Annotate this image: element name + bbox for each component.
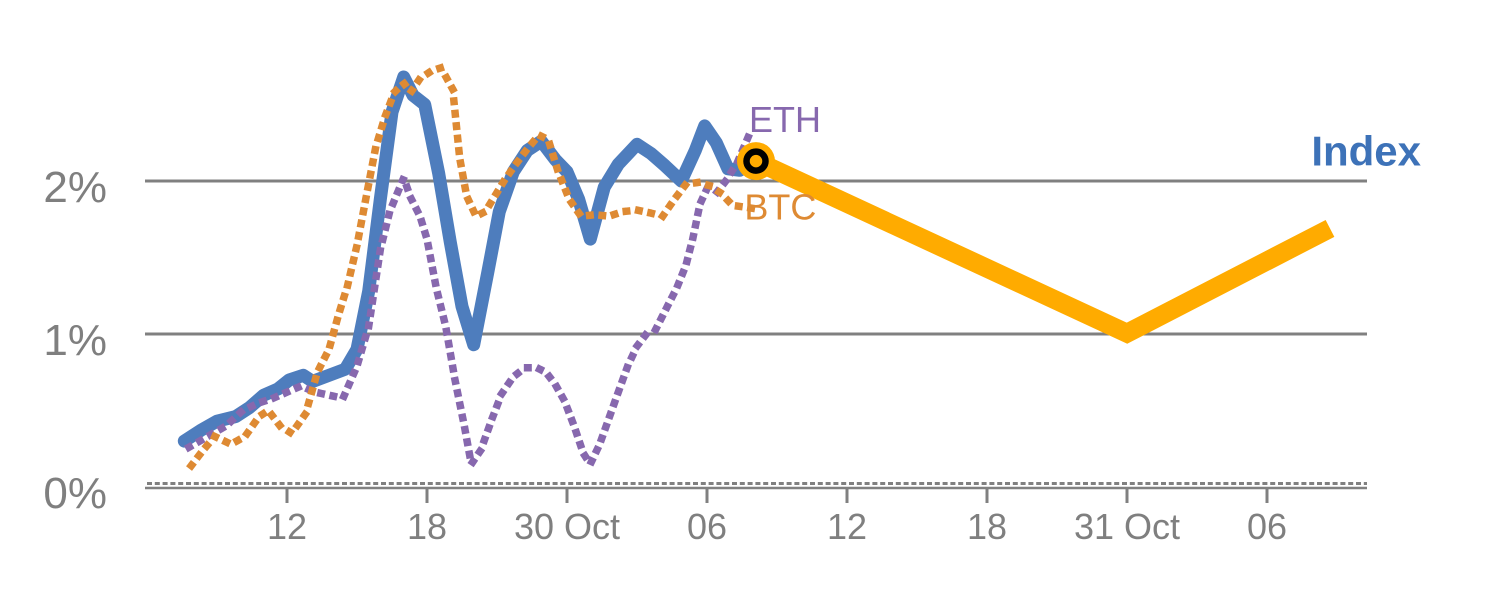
y-tick-label: 0% <box>43 469 107 518</box>
x-tick-label: 06 <box>687 506 727 547</box>
x-tick-label: 18 <box>407 506 447 547</box>
marker-ring-icon <box>743 148 769 174</box>
x-tick-label: 12 <box>267 506 307 547</box>
eth-line <box>183 130 754 468</box>
y-tick-label: 1% <box>43 316 107 365</box>
x-tick-label: 12 <box>827 506 867 547</box>
current-point-marker <box>737 142 775 181</box>
btc-line <box>186 64 758 471</box>
y-tick-label: 2% <box>43 163 107 212</box>
gridlines <box>145 179 1367 336</box>
x-axis-labels: 12 18 30 Oct 06 12 18 31 Oct 06 <box>267 506 1287 547</box>
x-tick-label: 06 <box>1247 506 1287 547</box>
index-line <box>177 70 763 448</box>
y-axis-labels: 0% 1% 2% <box>43 163 107 518</box>
x-tick-label: 18 <box>967 506 1007 547</box>
series-lines <box>177 64 1335 471</box>
index-forecast-line <box>752 152 1335 344</box>
marker-disc <box>737 142 775 181</box>
series-label-index: Index <box>1311 128 1421 175</box>
x-tick-label: 31 Oct <box>1074 506 1180 547</box>
x-tick-label: 30 Oct <box>514 506 620 547</box>
series-label-btc: BTC <box>744 186 816 227</box>
series-label-eth: ETH <box>749 99 821 140</box>
series-labels: ETH BTC Index <box>744 99 1421 227</box>
x-axis <box>145 482 1367 503</box>
